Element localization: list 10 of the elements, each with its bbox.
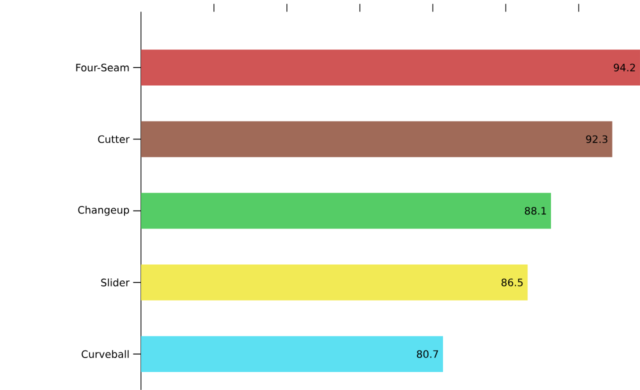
y-tick-label: Curveball	[82, 350, 129, 358]
data-label: 92.3	[586, 135, 608, 144]
data-label: 80.7	[416, 350, 438, 358]
y-tick-label: Four-Seam	[76, 64, 129, 72]
y-tick-label: Changeup	[78, 206, 130, 216]
y-tick-label: Cutter	[98, 135, 130, 144]
data-label: 86.5	[502, 278, 523, 286]
data-label: 88.1	[524, 207, 546, 215]
y-tick-label: Slider	[101, 278, 130, 286]
data-label: 94.2	[614, 64, 635, 72]
